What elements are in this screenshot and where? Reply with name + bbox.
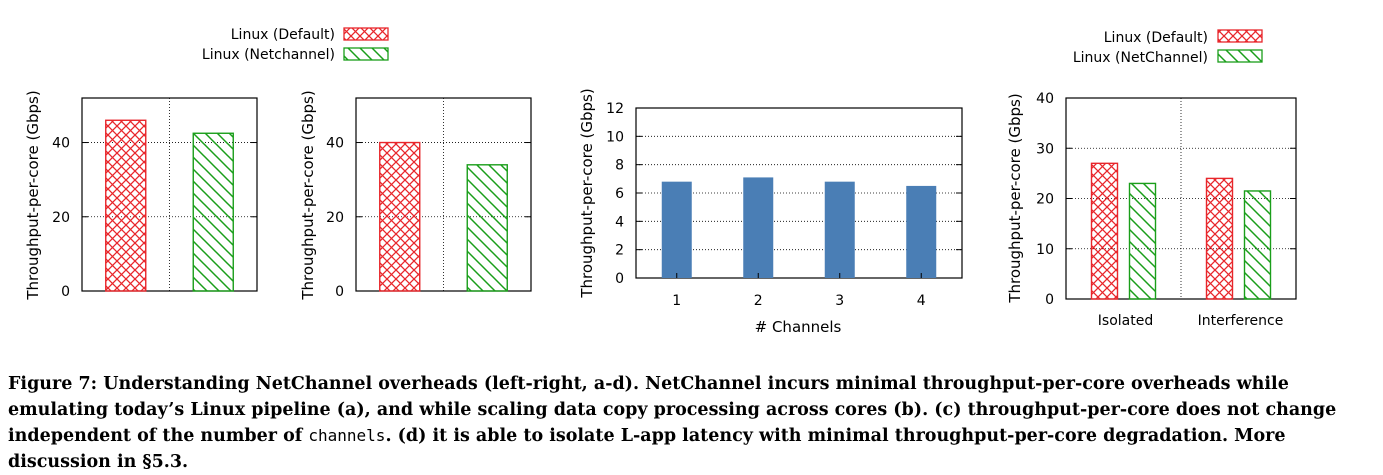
ytick-label: 20 — [326, 210, 344, 226]
ytick-label: 10 — [606, 129, 624, 145]
ytick-label: 40 — [52, 136, 70, 152]
bar-channel — [661, 181, 692, 278]
panel-a: 0 20 40 Throughput-per-core (Gbps) Linux (… — [24, 27, 389, 301]
legend-label-netchannel: Linux (Netchannel) — [202, 47, 335, 63]
xtick-label: 3 — [835, 293, 844, 309]
ytick-label: 40 — [326, 136, 344, 152]
legend-swatch-default-d — [1217, 29, 1263, 43]
ytick-label: 8 — [615, 158, 624, 174]
legend-label-netchannel-d: Linux (NetChannel) — [1073, 50, 1208, 66]
bar-netchannel — [192, 132, 234, 292]
ytick-label: 20 — [52, 210, 70, 226]
legend-label-default: Linux (Default) — [231, 27, 335, 43]
ytick-label: 0 — [61, 284, 70, 300]
ytick-label: 4 — [615, 214, 624, 230]
panel-d: 0 10 20 30 40 Isolated Interference Throughpu… — [1006, 29, 1297, 329]
bar-netchannel — [1128, 182, 1157, 300]
ytick-label: 6 — [615, 186, 624, 202]
ytick-label: 0 — [335, 284, 344, 300]
xtick-label: 2 — [754, 293, 763, 309]
bar-netchannel — [1243, 190, 1272, 300]
bar-default — [1205, 177, 1234, 300]
ytick-label: 10 — [1036, 242, 1054, 258]
panel-b-ylabel: Throughput-per-core (Gbps) — [299, 90, 317, 300]
bar-channel — [906, 185, 937, 278]
panel-a-ylabel: Throughput-per-core (Gbps) — [24, 90, 42, 300]
panel-c-xlabel: # Channels — [755, 318, 842, 336]
legend-swatch-netchannel-d — [1217, 49, 1263, 63]
panel-c-ylabel: Throughput-per-core (Gbps) — [578, 88, 596, 298]
bar-default — [379, 141, 421, 292]
ytick-label: 0 — [1045, 292, 1054, 308]
legend-label-default-d: Linux (Default) — [1104, 30, 1208, 46]
ytick-label: 0 — [615, 271, 624, 287]
xtick-label: Isolated — [1098, 313, 1153, 329]
bar-netchannel — [466, 164, 508, 292]
xtick-label: 4 — [917, 293, 926, 309]
ytick-label: 20 — [1036, 192, 1054, 208]
caption-code: channels — [308, 426, 386, 445]
xtick-label: 1 — [672, 293, 681, 309]
bar-default — [1090, 162, 1119, 300]
panel-a-legend: Linux (Default) Linux (Netchannel) — [202, 27, 389, 63]
caption-text-1: Figure 7: Understanding NetChannel overh… — [8, 374, 1337, 446]
bar-channel — [743, 177, 774, 278]
ytick-label: 30 — [1036, 141, 1054, 157]
ytick-label: 12 — [606, 101, 624, 117]
panel-d-legend: Linux (Default) Linux (NetChannel) — [1073, 29, 1263, 66]
figure-caption: Figure 7: Understanding NetChannel overh… — [8, 371, 1376, 475]
panel-d-ylabel: Throughput-per-core (Gbps) — [1006, 93, 1024, 303]
bar-channel — [824, 181, 855, 278]
legend-swatch-netchannel — [343, 47, 389, 61]
ytick-label: 40 — [1036, 91, 1054, 107]
bar-default — [105, 119, 147, 292]
xtick-label: Interference — [1198, 313, 1284, 329]
panel-b: 0 20 40 Throughput-per-core (Gbps) — [299, 90, 532, 301]
legend-swatch-default — [343, 27, 389, 41]
ytick-label: 2 — [615, 243, 624, 259]
